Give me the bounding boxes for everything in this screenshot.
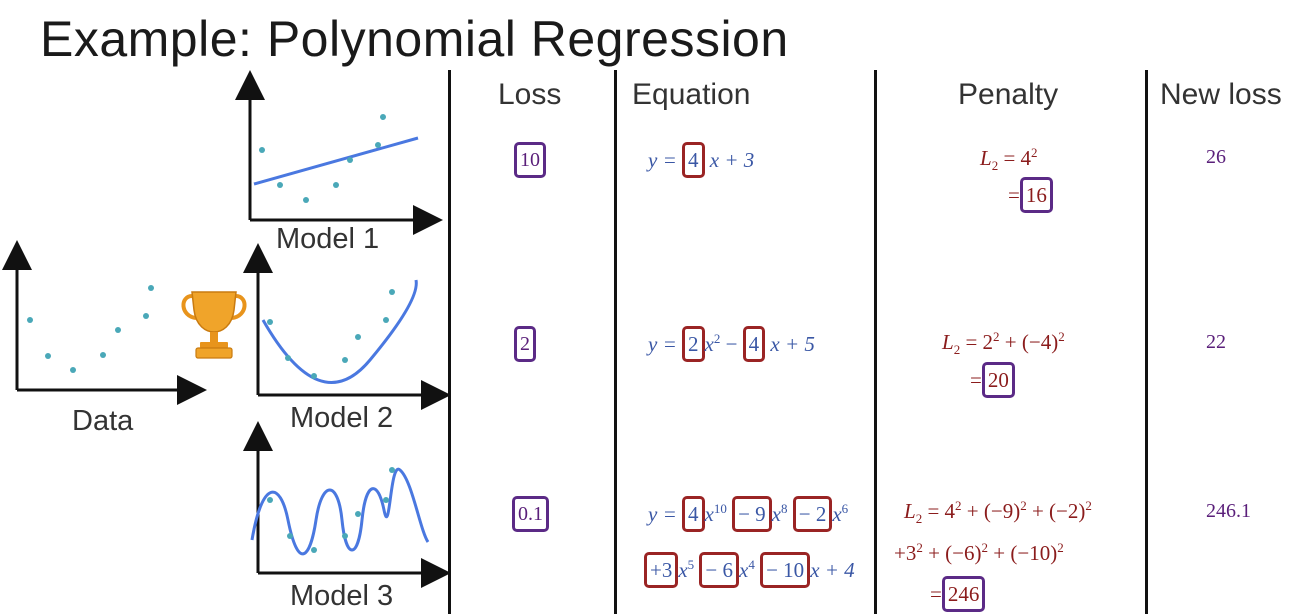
data-point — [380, 114, 386, 120]
new-loss-model1: 26 — [1206, 146, 1226, 168]
data-point — [259, 147, 265, 153]
new-loss-model2: 22 — [1206, 331, 1226, 353]
plots-area — [1, 70, 451, 588]
coefficient-box: +3 — [644, 552, 679, 588]
data-point — [383, 317, 389, 323]
new-loss-model3: 246.1 — [1206, 500, 1251, 522]
data-point — [389, 289, 395, 295]
linear-fit-line — [253, 136, 419, 186]
header-penalty: Penalty — [958, 78, 1059, 111]
data-point — [27, 317, 33, 323]
data-point — [375, 142, 381, 148]
equation-model3-line1: y = 4 x10 − 9 x8 − 2 x6 — [648, 496, 848, 532]
data-point — [355, 334, 361, 340]
loss-value-model1: 10 — [514, 142, 546, 178]
data-point — [148, 285, 154, 291]
coefficient-box: 2 — [682, 326, 705, 362]
coefficient-box: − 6 — [699, 552, 740, 588]
penalty-value-box: 20 — [981, 362, 1015, 398]
data-point — [267, 497, 273, 503]
data-point — [355, 511, 361, 517]
data-point — [70, 367, 76, 373]
column-divider — [874, 70, 877, 614]
column-divider — [448, 70, 451, 614]
data-point — [347, 157, 353, 163]
penalty-value-box: 246 — [941, 576, 986, 612]
loss-value-model2: 2 — [514, 326, 536, 362]
penalty-model1: L2 = 42 — [980, 145, 1038, 174]
data-point — [285, 355, 291, 361]
data-point — [333, 182, 339, 188]
column-divider — [614, 70, 617, 614]
model3-plot — [243, 421, 451, 588]
data-point — [267, 319, 273, 325]
data-point — [287, 533, 293, 539]
data-point — [100, 352, 106, 358]
data-plot — [1, 240, 207, 405]
penalty-total-model1: = 16 — [1008, 177, 1053, 213]
data-point — [342, 357, 348, 363]
data-point — [277, 182, 283, 188]
header-loss: Loss — [498, 78, 562, 111]
data-plot-label: Data — [72, 405, 134, 437]
trophy-icon — [181, 291, 247, 359]
column-divider — [1145, 70, 1148, 614]
data-point — [383, 497, 389, 503]
penalty-total-model2: = 20 — [970, 362, 1015, 398]
coefficient-box: − 2 — [792, 496, 833, 532]
data-point — [311, 547, 317, 553]
coefficient-box: 4 — [682, 496, 705, 532]
model2-plot — [243, 243, 451, 410]
data-point — [311, 373, 317, 379]
page-title: Example: Polynomial Regression — [40, 11, 789, 67]
coefficient-box: − 9 — [732, 496, 772, 532]
loss-value-model3: 0.1 — [512, 496, 549, 532]
quadratic-fit-curve — [261, 279, 418, 384]
high-degree-fit-curve — [250, 467, 430, 556]
model1-label: Model 1 — [276, 223, 380, 255]
model1-plot — [235, 70, 443, 235]
model3-label: Model 3 — [290, 580, 394, 612]
coefficient-box: 4 — [682, 142, 705, 178]
equation-model1: y = 4 x + 3 — [648, 142, 754, 178]
model2-label: Model 2 — [290, 402, 394, 434]
coefficient-box: 4 — [742, 326, 766, 362]
penalty-model3-line1: L2 = 42 + (−9)2 + (−2)2 — [904, 498, 1092, 527]
data-point — [303, 197, 309, 203]
header-new-loss: New loss — [1160, 78, 1282, 111]
coefficient-box: − 10 — [760, 552, 811, 588]
penalty-model2: L2 = 22 + (−4)2 — [942, 329, 1065, 358]
equation-model3-line2: +3 x5 − 6 x4 − 10 x + 4 — [644, 552, 855, 588]
equation-model2: y = 2 x2 − 4 x + 5 — [648, 326, 815, 362]
data-point — [115, 327, 121, 333]
data-point — [389, 467, 395, 473]
data-point — [45, 353, 51, 359]
data-point — [342, 533, 348, 539]
penalty-total-model3: = 246 — [930, 576, 986, 612]
penalty-value-box: 16 — [1019, 177, 1053, 213]
data-point — [143, 313, 149, 319]
header-equation: Equation — [632, 78, 751, 111]
penalty-model3-line2: +32 + (−6)2 + (−10)2 — [894, 540, 1064, 565]
